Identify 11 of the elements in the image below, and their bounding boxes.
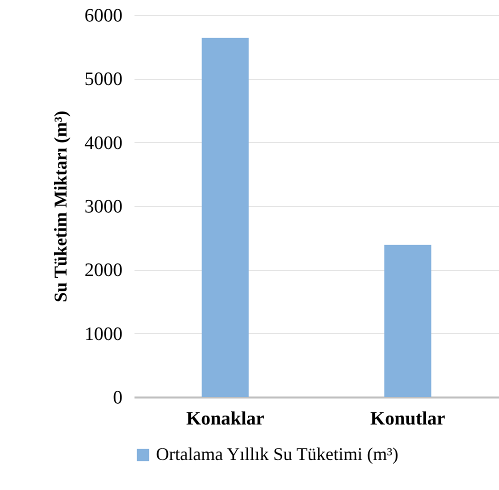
y-tick-label: 0 — [113, 388, 122, 408]
x-tick-label: Konaklar — [186, 408, 265, 430]
y-tick-label: 2000 — [84, 260, 122, 282]
y-tick-label: 5000 — [84, 69, 122, 90]
y-tick-label: 4000 — [84, 132, 122, 154]
y-tick-label: 3000 — [84, 196, 122, 218]
y-tick-label: 1000 — [84, 324, 122, 345]
y-axis-title: Su Tüketim Miktarı (m³) — [50, 110, 70, 302]
x-tick-label: Konutlar — [370, 408, 446, 430]
y-tick-label: 6000 — [84, 6, 122, 26]
legend-label: Ortalama Yıllık Su Tüketimi (m³) — [156, 444, 398, 464]
